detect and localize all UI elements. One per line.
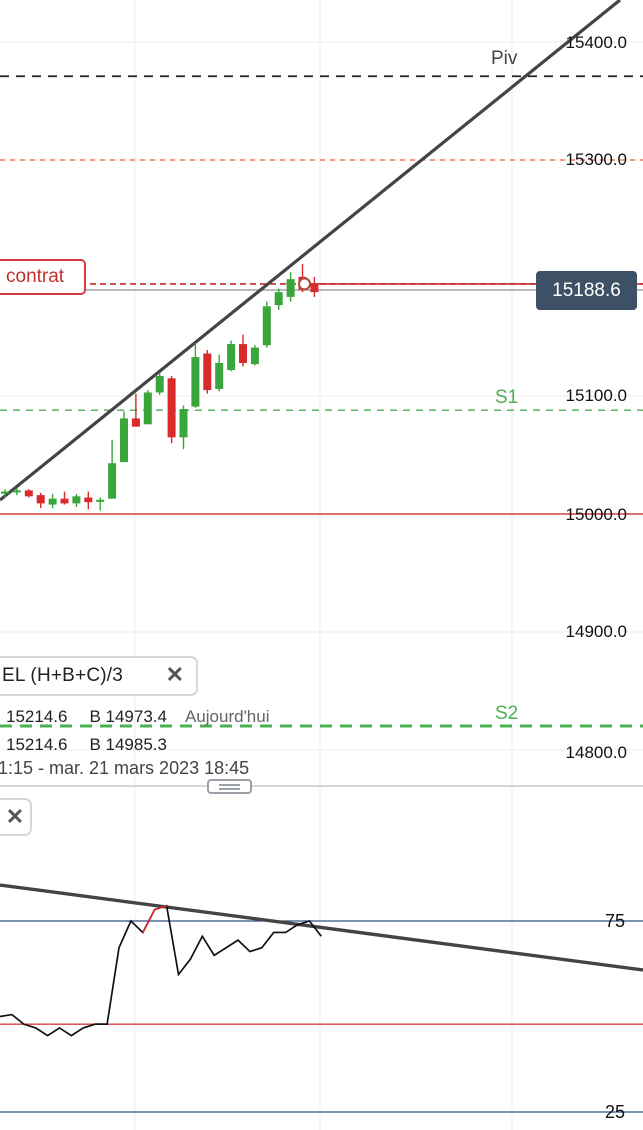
s1-tag: S1 — [495, 387, 519, 408]
price-label-15100: 15100.0 — [565, 386, 627, 405]
info-period-label: Aujourd'hui — [184, 707, 270, 726]
candle-body — [239, 344, 247, 363]
candle-body — [60, 498, 69, 504]
candle-body — [36, 495, 45, 504]
info-low-value: B 14973.4 — [89, 707, 167, 726]
trend-lines[interactable] — [0, 0, 622, 502]
candle-body — [203, 353, 212, 391]
info-high-value: 15214.6 — [6, 735, 68, 754]
candle-body — [286, 279, 295, 297]
candle-body — [108, 463, 117, 499]
close-icon[interactable]: ✕ — [165, 662, 184, 687]
candle-body — [24, 490, 33, 497]
candle-body — [72, 496, 81, 504]
candle-body — [310, 283, 319, 293]
trend-line-up — [0, 0, 622, 502]
candle-body — [227, 344, 236, 371]
osc-trend-line — [0, 883, 643, 972]
osc-overshoot — [142, 904, 167, 933]
candle-body — [215, 362, 224, 389]
oscillator-group — [0, 883, 643, 1113]
price-label-14900: 14900.0 — [565, 622, 627, 641]
osc-line — [0, 904, 322, 1037]
candle-body — [12, 490, 21, 493]
candles-group — [1, 263, 319, 511]
close-icon[interactable]: ✕ — [5, 804, 25, 829]
price-label-14800: 14800.0 — [565, 743, 627, 762]
oscillator-close-button[interactable]: ✕ — [0, 798, 32, 836]
candle-body — [155, 375, 164, 393]
candle-body — [48, 498, 57, 505]
candle-body — [191, 357, 200, 407]
contract-label[interactable]: contrat — [0, 259, 86, 295]
indicator-legend-text: EL (H+B+C)/3 — [2, 665, 124, 686]
candle-body — [167, 378, 176, 438]
osc-label-75: 75 — [604, 911, 625, 931]
level-lines — [0, 75, 643, 728]
price-label-15000: 15000.0 — [565, 505, 627, 524]
candle-body — [250, 347, 259, 365]
candle-body — [262, 306, 271, 346]
candle-body — [120, 418, 128, 463]
candle-body — [84, 497, 93, 503]
price-label-15300: 15300.0 — [565, 150, 627, 169]
info-row-today: 15214.6 B 14973.4 Aujourd'hui — [6, 707, 270, 727]
info-row-second: 15214.6 B 14985.3 — [6, 735, 167, 755]
candle-body — [179, 408, 188, 438]
candle-body — [1, 491, 9, 494]
s2-tag: S2 — [495, 703, 519, 724]
candle-body — [143, 392, 152, 425]
candle-body — [96, 499, 105, 502]
current-price-badge: 15188.6 — [536, 271, 637, 310]
indicator-legend[interactable]: EL (H+B+C)/3 ✕ — [0, 656, 198, 696]
date-range: 1:15 - mar. 21 mars 2023 18:45 — [0, 758, 250, 778]
osc-label-25: 25 — [604, 1102, 625, 1122]
info-low-value: B 14985.3 — [89, 735, 167, 754]
price-label-15400: 15400.0 — [565, 33, 627, 52]
info-high-value: 15214.6 — [6, 707, 68, 726]
pane-resize-handle[interactable] — [207, 779, 252, 794]
candle-body — [131, 418, 140, 427]
pivot-tag: Piv — [491, 48, 518, 69]
price-marker — [298, 277, 311, 291]
candle-body — [274, 292, 283, 306]
